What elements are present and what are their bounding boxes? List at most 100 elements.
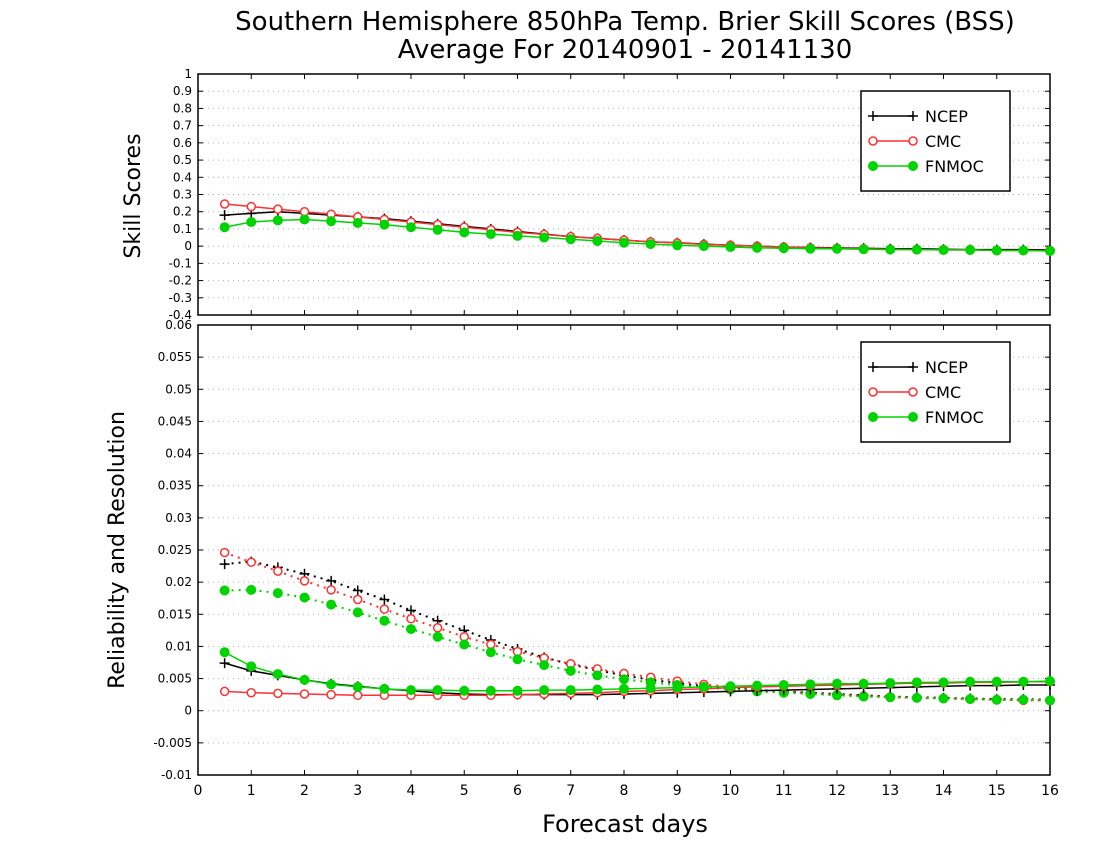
data-point-ncep-reliability	[219, 658, 230, 669]
x-tick-label: 5	[460, 783, 469, 799]
data-point-fnmoc-reliability	[406, 685, 416, 696]
y-tick-label: 0.025	[158, 543, 192, 557]
x-tick-label: 2	[300, 783, 309, 799]
data-point-fnmoc-resolution	[911, 692, 922, 703]
data-point-cmc-reliability	[246, 687, 256, 698]
data-point-fnmoc-resolution	[965, 694, 976, 705]
data-point-ncep-resolution	[326, 575, 337, 586]
data-point-fnmoc-resolution	[512, 654, 523, 665]
data-point-fnmoc	[1018, 245, 1029, 256]
data-point-fnmoc-resolution	[432, 631, 443, 642]
data-point-fnmoc-reliability	[326, 679, 337, 690]
legend-label: CMC	[925, 383, 961, 402]
y-tick-label: 0.035	[158, 479, 192, 493]
data-point-fnmoc-reliability	[832, 678, 842, 689]
plot-frame	[197, 324, 1051, 776]
data-point-fnmoc	[858, 244, 869, 255]
data-point-cmc-reliability	[273, 688, 283, 699]
data-point-ncep-resolution	[352, 585, 363, 596]
x-tick-label: 1	[247, 783, 256, 799]
data-point-fnmoc	[565, 234, 576, 245]
data-point-fnmoc-resolution	[858, 691, 869, 702]
y-tick-label: 0.015	[158, 607, 192, 621]
data-point-fnmoc-reliability	[858, 678, 869, 689]
data-point-cmc-resolution	[379, 604, 390, 614]
legend-label: FNMOC	[925, 157, 984, 176]
data-point-fnmoc-reliability	[911, 677, 922, 688]
y-tick-label: 0.9	[173, 84, 192, 98]
y-axis-label-reliability: Reliability and Resolution	[105, 411, 130, 689]
data-point-fnmoc-reliability	[565, 685, 576, 696]
y-tick-label: 0	[184, 704, 192, 718]
data-point-fnmoc	[645, 239, 656, 250]
data-point-fnmoc-resolution	[352, 607, 363, 618]
data-point-fnmoc	[485, 229, 496, 240]
data-point-fnmoc	[352, 217, 363, 228]
data-point-fnmoc-reliability	[778, 680, 789, 690]
legend-entry-fnmoc: FNMOC	[868, 408, 984, 427]
data-point-fnmoc-resolution	[299, 592, 310, 603]
y-tick-label: 0.05	[165, 382, 192, 396]
data-point-fnmoc-reliability	[645, 683, 656, 694]
x-tick-label: 14	[935, 783, 953, 799]
data-point-fnmoc	[326, 216, 337, 227]
data-point-fnmoc	[725, 242, 736, 253]
data-point-fnmoc-resolution	[539, 660, 550, 671]
data-point-fnmoc-resolution	[565, 665, 576, 676]
y-tick-label: 0.06	[165, 318, 192, 332]
x-tick-label: 4	[407, 783, 416, 799]
data-point-fnmoc	[592, 235, 603, 246]
data-point-cmc-reliability	[353, 690, 363, 701]
data-point-fnmoc-reliability	[459, 685, 470, 696]
legend: NCEP CMC FNMOC	[860, 90, 1011, 192]
data-point-cmc-reliability	[299, 689, 310, 699]
data-point-cmc-resolution	[299, 576, 310, 586]
chart-subtitle: Average For 20140901 - 20141130	[398, 35, 853, 65]
data-point-fnmoc	[965, 244, 976, 255]
data-point-cmc	[246, 201, 256, 212]
data-point-cmc-resolution	[353, 594, 363, 605]
y-tick-label: -0.01	[161, 768, 192, 782]
data-point-fnmoc-reliability	[432, 685, 443, 696]
y-tick-label: 0.005	[158, 672, 192, 686]
data-point-cmc-resolution	[219, 547, 230, 558]
data-point-fnmoc-resolution	[379, 615, 390, 626]
x-tick-label: 9	[673, 783, 682, 799]
y-tick-label: 0.6	[173, 136, 192, 150]
x-tick-label: 16	[1041, 783, 1059, 799]
x-tick-label: 13	[881, 783, 899, 799]
data-point-cmc-resolution	[432, 623, 443, 633]
data-point-fnmoc-reliability	[965, 676, 976, 687]
data-point-fnmoc	[938, 244, 949, 255]
data-point-fnmoc	[752, 242, 763, 253]
data-point-fnmoc	[911, 244, 922, 255]
data-point-fnmoc	[512, 230, 523, 241]
skill-score-panel: -0.4 -0.3 -0.2 -0.1 0 0.1 0.2 0.3 0.4 0.5 0.6 0.7 0.…	[169, 67, 1055, 322]
data-point-fnmoc-reliability	[619, 683, 629, 694]
data-point-fnmoc	[991, 245, 1002, 256]
series-line-fnmoc-resolution	[224, 588, 1051, 702]
data-point-fnmoc	[778, 243, 789, 254]
data-point-fnmoc-resolution	[991, 694, 1002, 705]
y-tick-label: -0.005	[153, 736, 192, 750]
data-point-fnmoc	[672, 240, 683, 251]
data-point-cmc-resolution	[406, 614, 416, 624]
data-point-fnmoc	[619, 237, 629, 248]
data-point-fnmoc-reliability	[1045, 676, 1055, 687]
data-point-fnmoc-reliability	[246, 661, 257, 672]
data-point-fnmoc-resolution	[1045, 695, 1055, 706]
data-point-fnmoc	[539, 232, 550, 243]
legend-label: NCEP	[925, 107, 968, 126]
y-tick-label: 0.055	[158, 350, 192, 364]
data-point-fnmoc-reliability	[485, 685, 496, 696]
x-axis-label: Forecast days	[542, 810, 708, 838]
data-point-fnmoc-reliability	[539, 685, 550, 696]
data-point-fnmoc-resolution	[272, 588, 283, 599]
data-point-fnmoc	[885, 244, 896, 255]
data-point-fnmoc	[698, 241, 709, 252]
data-point-fnmoc	[299, 214, 310, 225]
y-tick-label: 1	[184, 67, 192, 81]
legend-entry-cmc: CMC	[868, 132, 961, 151]
y-tick-label: -0.2	[169, 274, 192, 288]
legend-entry-ncep: NCEP	[868, 358, 968, 377]
